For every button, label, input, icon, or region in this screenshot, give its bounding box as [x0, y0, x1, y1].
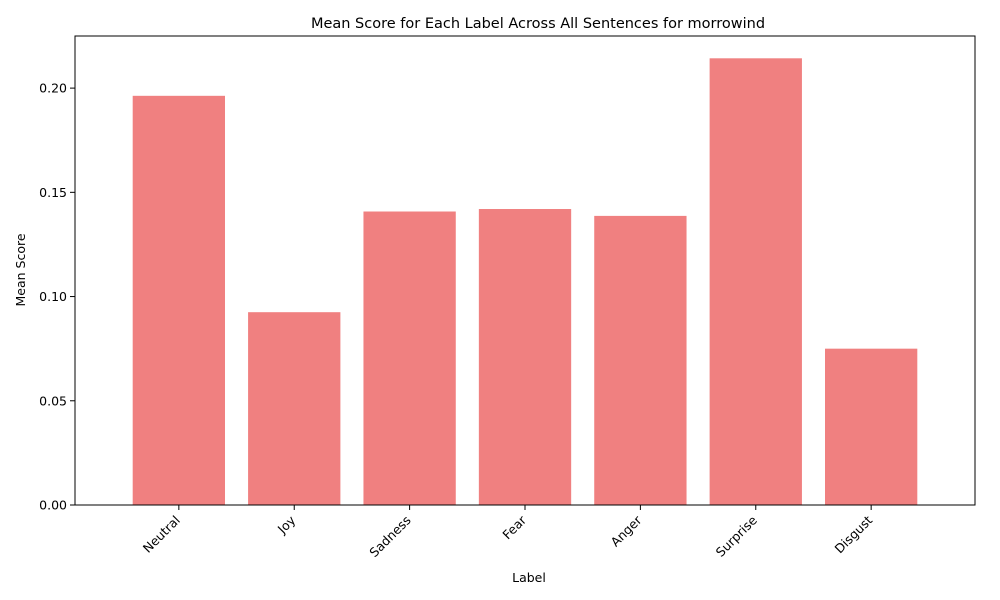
- x-tick-label: Fear: [499, 512, 529, 542]
- bar-surprise: [709, 58, 802, 506]
- x-tick-label: Joy: [274, 512, 299, 537]
- x-tick-label: Neutral: [140, 513, 183, 556]
- bar-fear: [478, 209, 572, 505]
- y-tick-label: 0.15: [39, 185, 67, 200]
- y-axis-label: Mean Score: [13, 233, 28, 306]
- bars-layer: [132, 58, 918, 506]
- x-tick-label: Surprise: [713, 512, 760, 559]
- x-tick-label: Anger: [608, 512, 646, 550]
- y-tick-label: 0.05: [39, 393, 67, 408]
- y-tick-label: 0.20: [39, 81, 67, 96]
- bar-joy: [248, 312, 341, 505]
- x-tick-label: Disgust: [832, 512, 876, 556]
- bar-anger: [594, 215, 687, 505]
- x-tick-label: Sadness: [366, 513, 413, 560]
- bar-disgust: [825, 348, 918, 505]
- y-axis: 0.00 0.05 0.10 0.15 0.20: [39, 81, 75, 513]
- x-axis: Neutral Joy Sadness Fear Anger Surprise Disgus…: [140, 505, 876, 560]
- y-tick-label: 0.00: [39, 498, 67, 513]
- x-axis-label: Label: [512, 570, 546, 585]
- bar-sadness: [363, 211, 456, 505]
- bar-neutral: [132, 95, 225, 505]
- y-tick-label: 0.10: [39, 289, 67, 304]
- chart-title: Mean Score for Each Label Across All Sen…: [311, 16, 765, 32]
